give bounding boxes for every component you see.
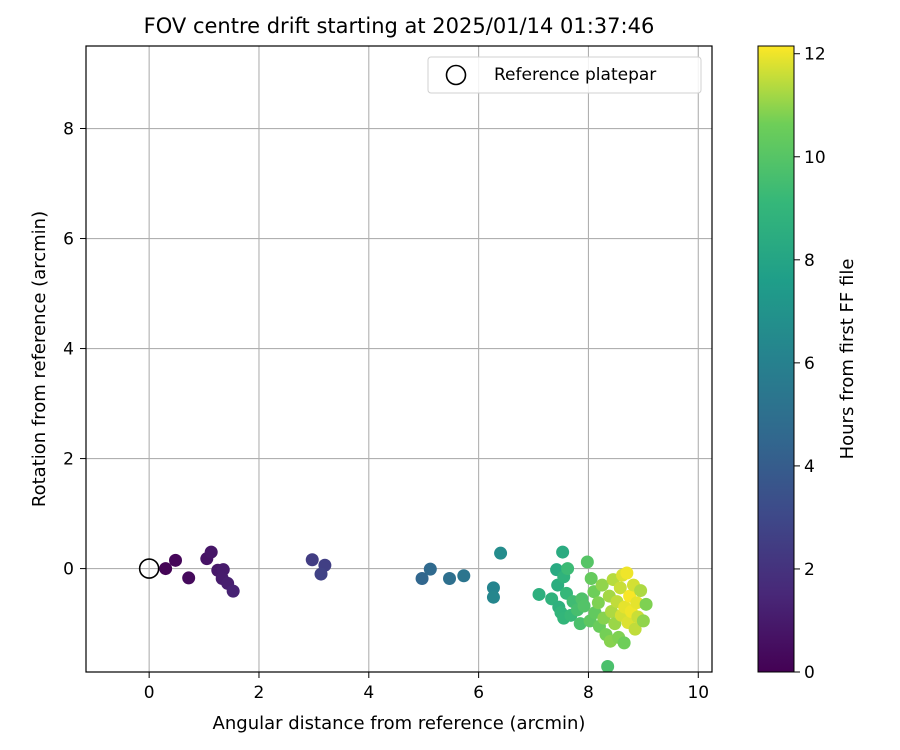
data-point (561, 562, 575, 576)
data-point (182, 571, 196, 585)
legend-marker (445, 64, 467, 86)
colorbar-label: Hours from first FF file (837, 259, 858, 460)
x-tick-label: 2 (254, 683, 265, 703)
data-point (486, 590, 500, 604)
y-axis-ticks: 0 2 4 6 8 (63, 120, 86, 580)
data-point (159, 562, 173, 576)
data-point (169, 553, 183, 567)
chart-title: FOV centre drift starting at 2025/01/14 … (144, 14, 655, 38)
y-tick-label: 4 (63, 340, 74, 360)
data-point (532, 587, 546, 601)
x-axis-ticks: 0 2 4 6 8 10 (144, 672, 709, 703)
x-tick-label: 8 (583, 683, 594, 703)
y-tick-label: 0 (63, 560, 74, 580)
colorbar-tick-label: 6 (804, 354, 815, 374)
data-point (595, 578, 609, 592)
data-point (628, 622, 642, 636)
data-point (415, 571, 429, 585)
data-point (634, 584, 648, 598)
colorbar-tick-label: 4 (804, 457, 815, 477)
data-point (305, 553, 319, 567)
colorbar-ticks: 0 2 4 6 8 10 12 (794, 45, 826, 683)
data-point (636, 614, 650, 628)
data-point (423, 562, 437, 576)
colorbar-tick-label: 0 (804, 663, 815, 683)
data-point (314, 567, 328, 581)
colorbar-tick-label: 10 (804, 148, 826, 168)
data-point (573, 617, 587, 631)
y-tick-label: 6 (63, 230, 74, 250)
colorbar: 0 2 4 6 8 10 12 Hours from first FF file (757, 45, 858, 683)
plot-frame (85, 45, 713, 673)
data-point (580, 555, 594, 569)
x-tick-label: 0 (144, 683, 155, 703)
y-axis-label: Rotation from reference (arcmin) (29, 211, 50, 507)
x-tick-label: 6 (473, 683, 484, 703)
data-point (601, 660, 615, 672)
data-point (639, 597, 653, 611)
data-point (577, 599, 591, 613)
data-point (591, 596, 605, 610)
data-point (617, 636, 631, 650)
x-axis-label: Angular distance from reference (arcmin) (213, 713, 586, 734)
data-point (443, 571, 457, 585)
data-point (584, 571, 598, 585)
data-point (605, 604, 619, 618)
data-point (556, 545, 570, 559)
data-points (159, 545, 653, 672)
y-tick-label: 8 (63, 120, 74, 140)
x-tick-label: 4 (363, 683, 374, 703)
legend-label: Reference platepar (494, 65, 656, 85)
data-point (494, 546, 508, 560)
data-point (613, 581, 627, 595)
colorbar-tick-label: 2 (804, 560, 815, 580)
colorbar-gradient (757, 45, 795, 673)
legend-box (427, 56, 702, 94)
x-tick-label: 10 (687, 683, 709, 703)
data-point (457, 569, 471, 583)
grid (86, 46, 712, 672)
colorbar-tick-label: 12 (804, 45, 826, 65)
data-point (226, 584, 240, 598)
data-point (204, 545, 218, 559)
reference-marker (138, 558, 160, 579)
y-tick-label: 2 (63, 450, 74, 470)
data-point (620, 566, 634, 580)
data-point (486, 581, 500, 595)
colorbar-tick-label: 8 (804, 251, 815, 271)
legend: Reference platepar (427, 56, 702, 94)
reference-platepar-marker (138, 558, 160, 579)
